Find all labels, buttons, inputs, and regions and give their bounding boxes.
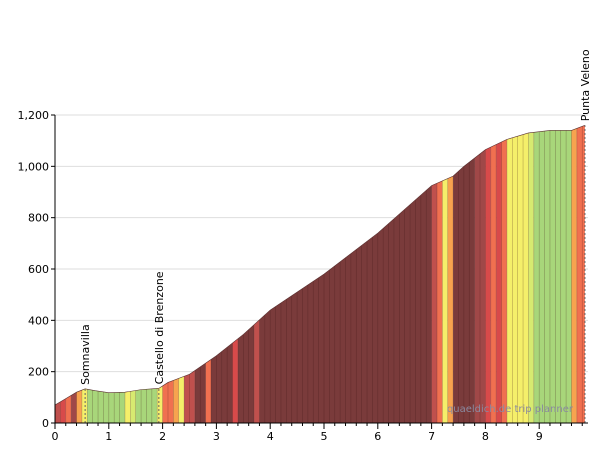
profile-outline: [54, 124, 586, 406]
y-tick-label: 800: [28, 212, 49, 225]
gradient-band: [55, 125, 61, 423]
gradient-band: [501, 125, 507, 423]
x-tick-label: 5: [321, 430, 328, 443]
gradient-band: [474, 125, 486, 423]
gradient-band: [237, 125, 255, 423]
gradient-band: [453, 125, 475, 423]
gradient-band: [485, 125, 491, 423]
gradient-band: [490, 125, 497, 423]
y-tick-label: 1,000: [18, 160, 50, 173]
gradient-band: [571, 125, 577, 423]
x-tick-label: 0: [52, 430, 59, 443]
axes: 0 200 400 600 800 1,000 1,200 0 1 2 3 4 5 6 7 8 9: [18, 109, 588, 443]
x-tick-label: 7: [428, 430, 435, 443]
gradient-band: [87, 125, 125, 423]
x-tick-label: 6: [374, 430, 381, 443]
x-tick-label: 4: [267, 430, 274, 443]
y-tick-label: 200: [28, 366, 49, 379]
x-tick-label: 3: [213, 430, 220, 443]
x-tick-label: 2: [159, 430, 166, 443]
gradient-band: [124, 125, 131, 423]
gradient-band: [431, 125, 437, 423]
gradient-band: [533, 125, 572, 423]
gradient-band: [506, 125, 529, 423]
y-tick-label: 1,200: [18, 109, 50, 122]
gradient-band: [442, 125, 448, 423]
gradient-bands: [55, 125, 585, 423]
watermark: quaeldich.de trip planner: [447, 404, 574, 415]
x-tick-label: 8: [482, 430, 489, 443]
y-tick-label: 0: [42, 417, 49, 430]
waypoint-label: Somnavilla: [79, 324, 92, 385]
waypoint-markers: Somnavilla Castello di Brenzone Punta Vele…: [79, 49, 592, 423]
gradient-band: [65, 125, 72, 423]
gradient-band: [496, 125, 502, 423]
gradient-band: [130, 125, 136, 423]
x-tick-label: 9: [536, 430, 543, 443]
gradient-band: [173, 125, 179, 423]
x-tick-label: 1: [105, 430, 112, 443]
gradient-band: [576, 125, 585, 423]
gradient-band: [60, 125, 66, 423]
gradient-band: [178, 125, 185, 423]
gradient-band: [71, 125, 77, 423]
gradient-band: [436, 125, 443, 423]
gradient-band: [528, 125, 534, 423]
gradient-band: [447, 125, 454, 423]
y-tick-label: 600: [28, 263, 49, 276]
gradient-band: [205, 125, 212, 423]
waypoint-label: Punta Veleno: [579, 49, 592, 121]
gradient-band: [232, 125, 238, 423]
waypoint-label: Castello di Brenzone: [153, 271, 166, 384]
gradient-band: [254, 125, 260, 423]
y-tick-label: 400: [28, 314, 49, 327]
